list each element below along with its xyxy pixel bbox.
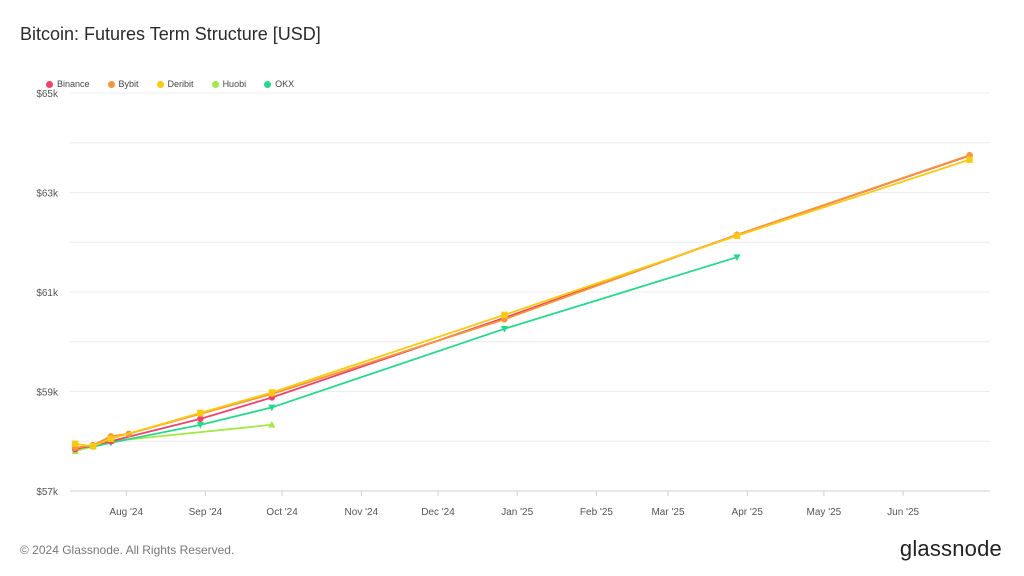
data-point-deribit [71, 440, 79, 447]
series-line-bybit [74, 154, 970, 449]
data-point-deribit [197, 409, 204, 417]
x-tick-label: Oct '24 [266, 507, 298, 518]
glassnode-logo: glassnode [899, 536, 1002, 561]
chart-legend: Binance Bybit Deribit Huobi OKX [46, 79, 294, 89]
y-tick-label: $63k [36, 189, 59, 200]
legend-item-bybit[interactable]: Bybit [107, 79, 139, 89]
x-tick-label: Sep '24 [189, 507, 223, 518]
series-line-binance [74, 154, 970, 451]
legend-label: Huobi [222, 79, 247, 89]
data-point-okx [733, 254, 741, 261]
legend-marker-icon [264, 80, 272, 88]
y-tick-label: $65k [36, 89, 59, 100]
x-tick-label: Dec '24 [421, 507, 455, 518]
x-tick-label: Nov '24 [345, 507, 379, 518]
data-point-okx [196, 422, 204, 429]
y-tick-label: $61k [36, 288, 59, 299]
legend-item-deribit[interactable]: Deribit [156, 79, 194, 89]
legend-label: OKX [275, 79, 295, 89]
y-tick-label: $57k [36, 487, 59, 498]
x-tick-label: Jan '25 [501, 507, 533, 518]
legend-marker-icon [211, 80, 219, 88]
data-point-deribit [966, 156, 973, 163]
x-tick-label: Feb '25 [580, 507, 613, 518]
copyright-footer: © 2024 Glassnode. All Rights Reserved. [20, 543, 235, 557]
legend-label: Binance [57, 79, 90, 89]
data-point-binance [197, 415, 204, 423]
legend-label: Bybit [118, 79, 139, 89]
x-tick-label: Apr '25 [732, 507, 764, 518]
legend-marker-icon [156, 80, 164, 88]
x-tick-label: Jun '25 [887, 507, 919, 518]
legend-marker-icon [107, 80, 115, 88]
legend-label: Deribit [167, 79, 194, 89]
legend-item-okx[interactable]: OKX [264, 79, 294, 89]
data-point-deribit [107, 435, 115, 442]
series-line-deribit [74, 158, 970, 448]
data-point-okx [500, 326, 509, 333]
data-point-deribit [501, 311, 508, 319]
y-tick-label: $59k [36, 388, 59, 399]
legend-marker-icon [46, 80, 53, 88]
data-point-deribit [268, 389, 276, 396]
x-tick-label: Aug '24 [109, 507, 143, 518]
data-point-deribit [89, 443, 97, 450]
data-point-huobi [268, 421, 276, 428]
legend-item-binance[interactable]: Binance [46, 79, 90, 89]
data-point-deribit [733, 232, 741, 239]
x-tick-label: Mar '25 [651, 507, 684, 518]
data-point-okx [268, 404, 276, 412]
series-line-huobi [74, 423, 272, 453]
chart-title: Bitcoin: Futures Term Structure [USD] [20, 24, 321, 44]
legend-item-huobi[interactable]: Huobi [211, 79, 247, 89]
x-tick-label: May '25 [807, 507, 842, 518]
